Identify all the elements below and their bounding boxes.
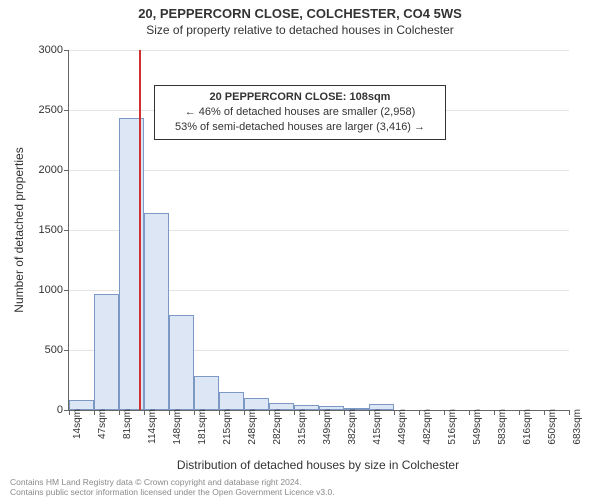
ytick-mark	[64, 350, 69, 351]
ytick-label: 2000	[27, 164, 63, 176]
xtick-label: 650sqm	[547, 409, 558, 445]
xtick-mark	[344, 410, 345, 415]
ytick-label: 500	[27, 344, 63, 356]
annotation-line-1: 20 PEPPERCORN CLOSE: 108sqm	[165, 90, 435, 105]
xtick-mark	[394, 410, 395, 415]
ytick-label: 2500	[27, 104, 63, 116]
xtick-label: 315sqm	[297, 409, 308, 445]
xtick-mark	[144, 410, 145, 415]
ytick-label: 1000	[27, 284, 63, 296]
xtick-mark	[469, 410, 470, 415]
ytick-mark	[64, 230, 69, 231]
xtick-mark	[319, 410, 320, 415]
y-axis-title: Number of detached properties	[12, 147, 26, 312]
xtick-label: 181sqm	[197, 409, 208, 445]
gridline	[69, 170, 569, 171]
histogram-bar	[219, 392, 244, 410]
xtick-mark	[194, 410, 195, 415]
xtick-label: 616sqm	[522, 409, 533, 445]
xtick-mark	[544, 410, 545, 415]
title-sub: Size of property relative to detached ho…	[0, 23, 600, 37]
ytick-label: 0	[27, 404, 63, 416]
xtick-mark	[419, 410, 420, 415]
xtick-label: 482sqm	[422, 409, 433, 445]
xtick-label: 583sqm	[497, 409, 508, 445]
xtick-label: 148sqm	[172, 409, 183, 445]
xtick-mark	[369, 410, 370, 415]
chart-area: 05001000150020002500300014sqm47sqm81sqm1…	[68, 50, 568, 410]
xtick-label: 81sqm	[122, 409, 133, 439]
xtick-label: 282sqm	[272, 409, 283, 445]
xtick-mark	[119, 410, 120, 415]
xtick-label: 549sqm	[472, 409, 483, 445]
xtick-mark	[494, 410, 495, 415]
xtick-mark	[69, 410, 70, 415]
xtick-label: 382sqm	[347, 409, 358, 445]
annotation-box: 20 PEPPERCORN CLOSE: 108sqm← 46% of deta…	[154, 85, 446, 140]
gridline	[69, 50, 569, 51]
ytick-mark	[64, 290, 69, 291]
footer-line-2: Contains public sector information licen…	[10, 488, 335, 497]
histogram-bar	[169, 315, 194, 410]
xtick-label: 14sqm	[72, 409, 83, 439]
xtick-mark	[269, 410, 270, 415]
histogram-bar	[94, 294, 119, 410]
marker-line	[139, 50, 141, 410]
annotation-line-3: 53% of semi-detached houses are larger (…	[165, 120, 435, 135]
title-main: 20, PEPPERCORN CLOSE, COLCHESTER, CO4 5W…	[0, 6, 600, 21]
plot-region: 05001000150020002500300014sqm47sqm81sqm1…	[68, 50, 569, 411]
ytick-label: 1500	[27, 224, 63, 236]
xtick-label: 349sqm	[322, 409, 333, 445]
xtick-label: 449sqm	[397, 409, 408, 445]
footer-attribution: Contains HM Land Registry data © Crown c…	[10, 478, 335, 497]
ytick-label: 3000	[27, 44, 63, 56]
xtick-label: 516sqm	[447, 409, 458, 445]
xtick-mark	[519, 410, 520, 415]
ytick-mark	[64, 170, 69, 171]
x-axis-title: Distribution of detached houses by size …	[68, 458, 568, 472]
ytick-mark	[64, 110, 69, 111]
xtick-label: 215sqm	[222, 409, 233, 445]
xtick-mark	[294, 410, 295, 415]
xtick-label: 248sqm	[247, 409, 258, 445]
annotation-line-2: ← 46% of detached houses are smaller (2,…	[165, 105, 435, 120]
xtick-label: 683sqm	[572, 409, 583, 445]
chart-header: 20, PEPPERCORN CLOSE, COLCHESTER, CO4 5W…	[0, 0, 600, 37]
histogram-bar	[144, 213, 169, 410]
xtick-label: 47sqm	[97, 409, 108, 439]
xtick-mark	[94, 410, 95, 415]
xtick-label: 114sqm	[147, 409, 158, 444]
ytick-mark	[64, 50, 69, 51]
xtick-mark	[169, 410, 170, 415]
xtick-label: 415sqm	[372, 409, 383, 445]
histogram-bar	[194, 376, 219, 410]
xtick-mark	[569, 410, 570, 415]
xtick-mark	[444, 410, 445, 415]
xtick-mark	[244, 410, 245, 415]
xtick-mark	[219, 410, 220, 415]
